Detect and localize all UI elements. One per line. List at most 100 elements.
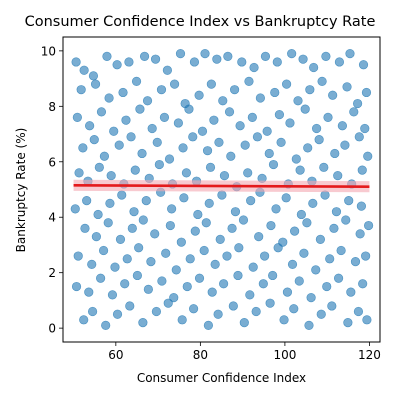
data-point	[150, 54, 161, 64]
data-point	[169, 79, 180, 89]
data-point	[272, 57, 282, 67]
data-point	[325, 254, 335, 264]
data-point	[268, 159, 279, 170]
data-point	[227, 223, 237, 233]
data-point	[87, 306, 98, 317]
data-point	[173, 118, 183, 128]
data-point	[103, 218, 113, 228]
data-point	[124, 57, 134, 67]
data-point	[138, 317, 148, 328]
data-point	[132, 270, 142, 281]
data-point	[360, 123, 370, 134]
data-point	[354, 132, 364, 142]
data-point	[85, 121, 95, 131]
data-point	[357, 165, 367, 175]
data-point	[322, 281, 332, 292]
data-point	[80, 223, 90, 233]
fit-line-group	[73, 179, 370, 193]
data-point	[165, 220, 175, 231]
data-point	[185, 254, 195, 264]
data-point	[251, 306, 261, 317]
data-point	[268, 270, 278, 281]
data-point	[126, 132, 136, 142]
data-point	[294, 276, 304, 286]
data-point	[161, 248, 171, 258]
data-point	[237, 57, 247, 67]
data-point	[329, 223, 339, 233]
data-point	[350, 256, 361, 267]
data-point	[328, 90, 338, 100]
y-tick-label: 6	[48, 155, 56, 169]
data-point	[74, 168, 84, 178]
data-point	[266, 220, 276, 231]
data-point	[114, 140, 124, 150]
data-point	[134, 243, 144, 253]
data-point	[177, 315, 187, 325]
data-point	[330, 148, 340, 159]
data-point	[218, 96, 228, 106]
data-point	[137, 148, 147, 159]
data-point	[143, 284, 153, 294]
data-point	[181, 168, 192, 178]
data-point	[193, 209, 203, 220]
data-point	[71, 281, 82, 292]
data-point	[233, 270, 243, 281]
data-point	[248, 262, 258, 272]
data-point	[255, 93, 265, 103]
data-point	[121, 115, 131, 125]
data-point	[212, 54, 222, 64]
data-point	[101, 320, 111, 330]
data-point	[96, 273, 106, 283]
data-point	[154, 159, 164, 170]
data-point	[194, 273, 205, 283]
data-point	[84, 287, 94, 297]
data-point	[167, 204, 177, 214]
data-point	[164, 154, 175, 164]
data-point	[88, 71, 99, 81]
data-point	[79, 65, 89, 75]
y-tick-label: 4	[48, 211, 56, 225]
data-point	[308, 198, 318, 208]
plot-frame	[62, 36, 381, 343]
data-point	[337, 121, 347, 131]
data-point	[112, 60, 122, 70]
axes: 60 80 100 120 0 2 4 6 8 10	[41, 36, 381, 362]
data-point	[230, 85, 240, 95]
data-point	[94, 162, 104, 172]
data-point	[189, 57, 200, 67]
data-point	[89, 134, 99, 145]
data-point	[219, 171, 230, 181]
data-point	[258, 279, 268, 289]
data-point	[291, 154, 301, 164]
data-point	[252, 132, 263, 142]
data-point	[104, 93, 114, 103]
data-point	[73, 251, 83, 261]
data-point	[130, 165, 140, 175]
data-point	[171, 265, 181, 275]
data-point	[112, 309, 123, 319]
data-point	[226, 151, 236, 161]
data-point	[122, 254, 132, 264]
data-point	[189, 304, 199, 314]
data-point	[273, 243, 283, 253]
data-point	[276, 137, 286, 147]
data-point	[204, 198, 214, 208]
x-tick-label: 120	[358, 348, 381, 362]
data-point	[281, 193, 291, 203]
data-point	[146, 256, 156, 267]
data-point	[157, 276, 167, 286]
data-point	[210, 259, 220, 269]
data-point	[290, 226, 300, 236]
data-point	[120, 279, 130, 289]
data-point	[342, 82, 352, 92]
data-point	[197, 126, 208, 136]
data-point	[323, 112, 333, 123]
data-point	[240, 140, 250, 150]
data-point	[300, 104, 310, 114]
data-point	[169, 293, 179, 303]
data-point	[235, 121, 245, 131]
data-point	[163, 298, 173, 308]
data-point	[70, 204, 80, 214]
data-point	[230, 207, 241, 217]
data-point	[179, 193, 189, 203]
